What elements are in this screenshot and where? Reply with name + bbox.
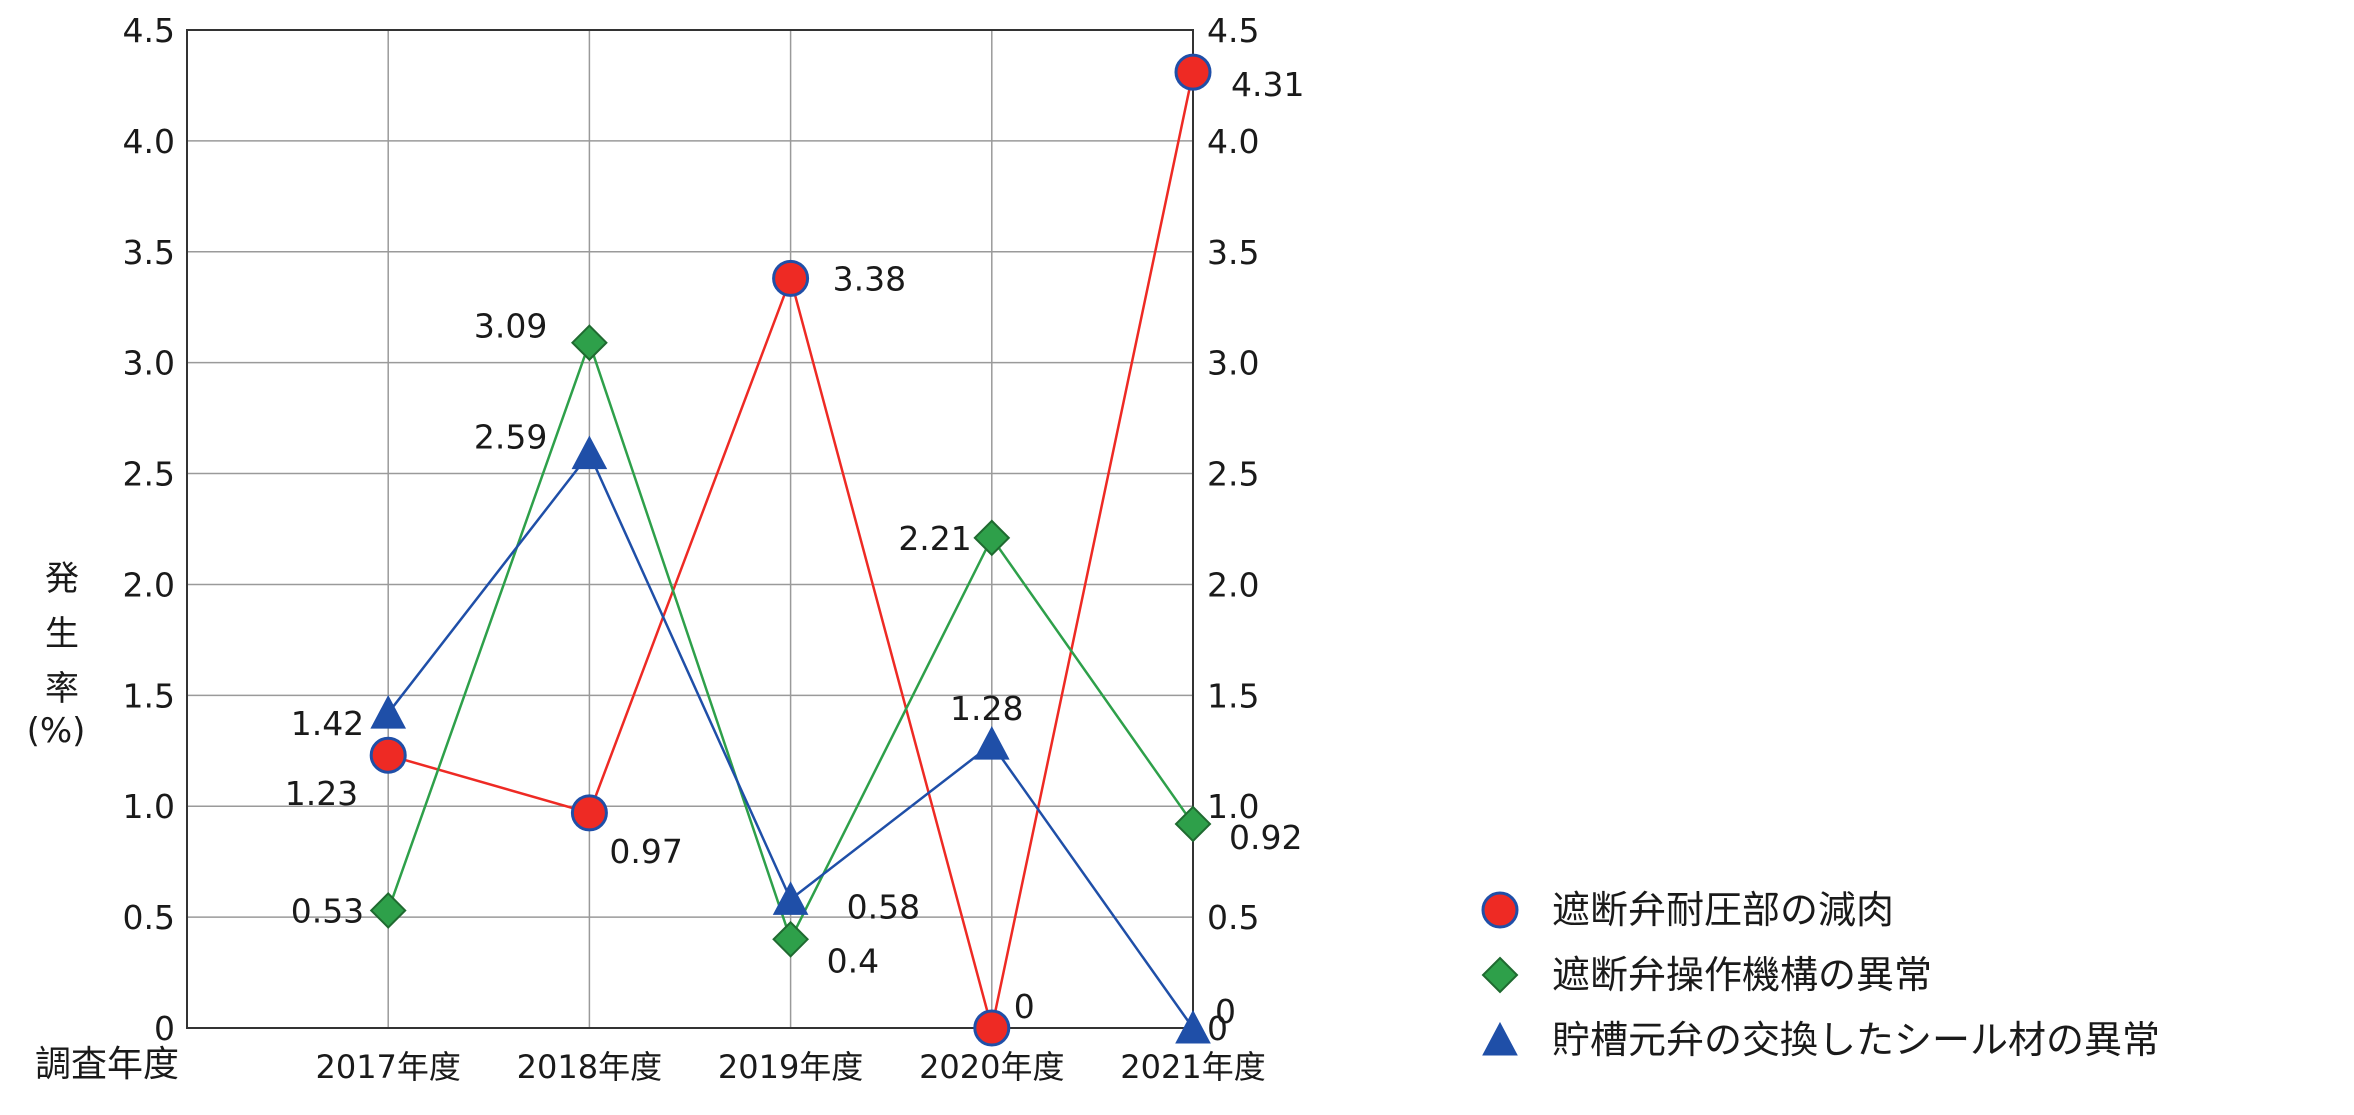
- x-tick-label: 2020年度: [919, 1048, 1064, 1086]
- data-point-diamond: [570, 324, 608, 362]
- data-label: 1.28: [950, 689, 1023, 728]
- y-axis-unit: (%): [27, 711, 86, 751]
- y-tick-label-left: 3.5: [123, 233, 175, 272]
- data-point-circle: [570, 794, 608, 832]
- legend-label: 遮断弁操作機構の異常: [1552, 953, 1932, 997]
- data-label: 2.21: [898, 519, 971, 558]
- legend-marker-triangle: [1482, 1021, 1518, 1056]
- y-tick-label-right: 0.5: [1207, 898, 1259, 937]
- x-axis: 2017年度 2018年度 2019年度 2020年度 2021年度: [315, 1048, 1265, 1086]
- legend-label: 遮断弁耐圧部の減肉: [1552, 888, 1894, 932]
- data-point-triangle: [1175, 1009, 1211, 1044]
- y-tick-label-right: 4.0: [1207, 122, 1259, 161]
- y-tick-label-left: 4.0: [123, 122, 175, 161]
- y-axis-title-char-3: 率: [45, 669, 79, 709]
- data-label: 0.97: [609, 832, 682, 871]
- series-layer: 1.23 0.97 3.38 0 4.31 0.53 3.09 0.4 2.21 0.92 1.42…: [285, 53, 1304, 1047]
- y-axis-title-char-2: 生: [45, 614, 79, 654]
- x-tick-label: 2018年度: [517, 1048, 662, 1086]
- y-tick-label-left: 0: [154, 1009, 175, 1048]
- data-label: 2.59: [474, 418, 547, 457]
- data-label: 3.09: [474, 307, 547, 346]
- data-label: 3.38: [833, 259, 906, 298]
- y-tick-label-left: 2.0: [123, 565, 175, 604]
- data-point-circle: [369, 736, 407, 774]
- data-label: 1.42: [291, 704, 364, 743]
- y-tick-label-right: 1.5: [1207, 676, 1259, 715]
- legend-label: 貯槽元弁の交換したシール材の異常: [1552, 1018, 2160, 1062]
- y-axis-title-char-1: 発: [45, 559, 79, 599]
- y-tick-label-left: 0.5: [123, 898, 175, 937]
- x-tick-label: 2019年度: [718, 1048, 863, 1086]
- y-tick-label-left: 4.5: [123, 11, 175, 50]
- y-tick-label-right: 3.5: [1207, 233, 1259, 272]
- data-point-diamond: [1174, 805, 1212, 843]
- y-tick-label-right: 2.0: [1207, 565, 1259, 604]
- data-point-triangle: [370, 695, 407, 729]
- data-label: 0: [1014, 987, 1035, 1026]
- data-label: 0.53: [291, 891, 364, 930]
- data-point-circle: [772, 259, 810, 297]
- data-point-circle: [973, 1009, 1011, 1047]
- y-tick-label-right: 4.5: [1207, 11, 1259, 50]
- data-point-triangle: [772, 881, 809, 915]
- data-label: 0.92: [1229, 818, 1302, 857]
- left-y-axis: 0 0.5 1.0 1.5 2.0 2.5 3.0 3.5 4.0 4.5: [123, 11, 175, 1048]
- y-tick-label-right: 2.5: [1207, 455, 1259, 494]
- data-point-diamond: [772, 920, 810, 958]
- y-tick-label-right: 0: [1207, 1009, 1228, 1048]
- data-label: 0: [1215, 992, 1236, 1031]
- y-tick-label-left: 2.5: [123, 455, 175, 494]
- data-point-circle: [1174, 53, 1212, 91]
- x-tick-label: 2017年度: [315, 1048, 460, 1086]
- legend-marker-circle: [1481, 891, 1519, 929]
- y-tick-label-right: 1.0: [1207, 787, 1259, 826]
- x-tick-label: 2021年度: [1120, 1048, 1265, 1086]
- right-y-axis: 0 0.5 1.0 1.5 2.0 2.5 3.0 3.5 4.0 4.5: [1207, 11, 1259, 1048]
- data-label: 0.58: [847, 887, 920, 926]
- y-tick-label-left: 1.0: [123, 787, 175, 826]
- x-axis-title: 調査年度: [35, 1044, 179, 1085]
- y-axis-title: 発 生 率 (%): [27, 559, 86, 751]
- data-point-triangle: [571, 435, 608, 470]
- data-label: 4.31: [1231, 65, 1304, 104]
- data-point-diamond: [973, 519, 1011, 557]
- data-label: 1.23: [285, 774, 358, 813]
- data-label: 0.4: [827, 941, 879, 980]
- y-tick-label-left: 3.0: [123, 344, 175, 383]
- legend-marker-diamond: [1481, 956, 1519, 994]
- data-point-triangle: [973, 726, 1010, 760]
- y-tick-label-left: 1.5: [123, 676, 175, 715]
- plot-frame: [186, 29, 1194, 1029]
- data-point-diamond: [369, 892, 407, 929]
- grid: [187, 29, 1194, 1029]
- y-tick-label-right: 3.0: [1207, 344, 1259, 383]
